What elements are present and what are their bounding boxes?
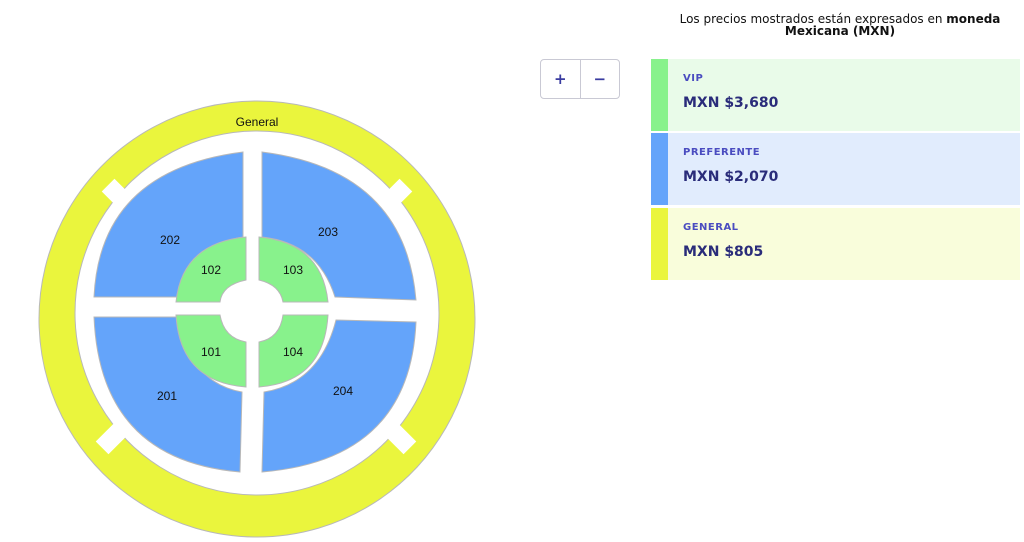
section-204[interactable] — [261, 319, 417, 473]
zoom-out-button[interactable]: − — [579, 60, 620, 98]
label-general: General — [236, 115, 279, 129]
label-101: 101 — [201, 345, 221, 359]
section-general[interactable] — [38, 100, 476, 538]
price-stripe — [651, 133, 668, 205]
section-102[interactable] — [175, 236, 247, 303]
section-103[interactable] — [258, 236, 329, 303]
label-203: 203 — [318, 225, 338, 239]
currency-note-bold-1: moneda — [946, 12, 1001, 26]
label-202: 202 — [160, 233, 180, 247]
price-stripe — [651, 59, 668, 131]
label-103: 103 — [283, 263, 303, 277]
zone-price: MXN $2,070 — [683, 169, 779, 185]
zone-name: VIP — [683, 73, 704, 84]
section-104[interactable] — [258, 314, 329, 388]
label-204: 204 — [333, 384, 353, 398]
label-201: 201 — [157, 389, 177, 403]
zone-name: GENERAL — [683, 222, 739, 233]
label-104: 104 — [283, 345, 303, 359]
currency-note-bold-2: Mexicana (MXN) — [784, 24, 896, 38]
venue-map: General 202 203 201 204 102 103 101 104 — [38, 100, 476, 538]
label-102: 102 — [201, 263, 221, 277]
section-101[interactable] — [175, 314, 247, 388]
zoom-in-button[interactable]: + — [553, 70, 567, 88]
price-card-preferente[interactable]: PREFERENTE MXN $2,070 — [651, 133, 1020, 205]
currency-note-text: Los precios mostrados están expresados e… — [679, 12, 947, 26]
zone-price: MXN $3,680 — [683, 95, 779, 111]
currency-note: Los precios mostrados están expresados e… — [640, 13, 1024, 37]
zone-price: MXN $805 — [683, 244, 764, 260]
price-card-vip[interactable]: VIP MXN $3,680 — [651, 59, 1020, 131]
zoom-controls: + − — [540, 59, 620, 99]
ring-notches — [95, 178, 417, 455]
price-card-general[interactable]: GENERAL MXN $805 — [651, 208, 1020, 280]
zone-name: PREFERENTE — [683, 147, 761, 158]
price-stripe — [651, 208, 668, 280]
